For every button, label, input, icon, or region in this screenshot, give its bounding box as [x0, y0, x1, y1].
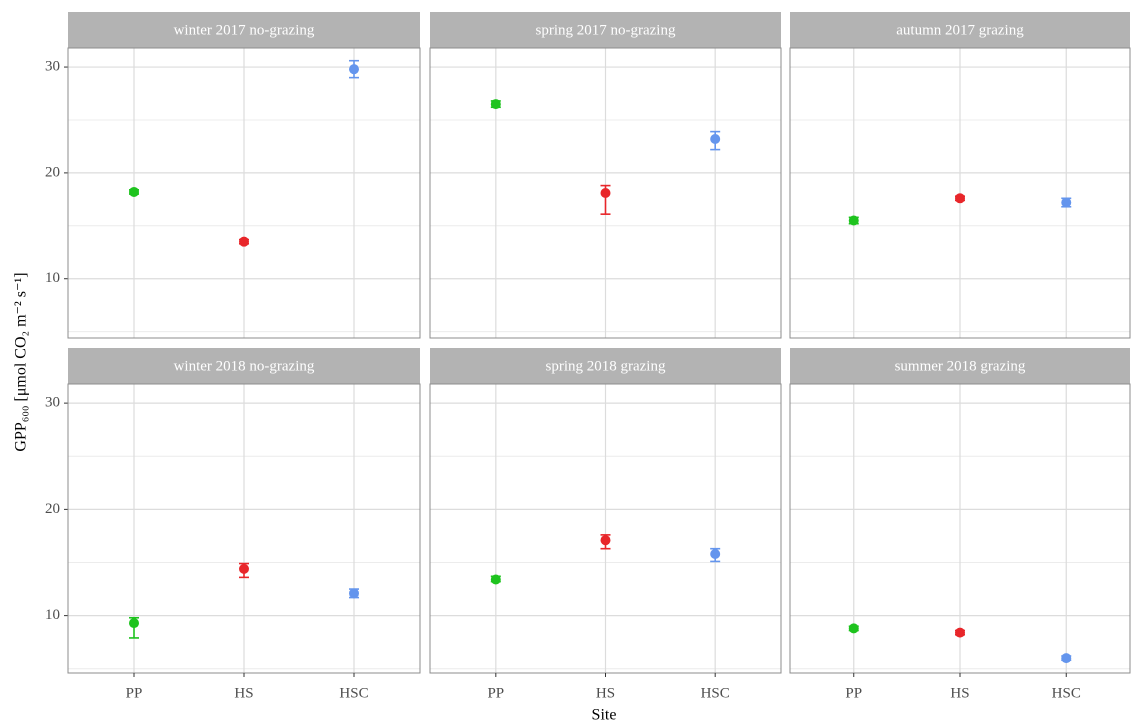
y-axis-title: GPP₆₀₀ [μmol CO₂ m⁻² s⁻¹]: [13, 272, 30, 451]
strip: [430, 348, 781, 384]
point: [349, 588, 359, 599]
point: [129, 186, 139, 197]
x-tick-label: HS: [596, 685, 615, 701]
point: [490, 574, 501, 585]
strip-title: spring 2018 grazing: [546, 358, 666, 374]
y-tick-label: 10: [45, 607, 60, 623]
y-tick-label: 10: [45, 270, 60, 286]
x-tick-label: PP: [487, 685, 504, 701]
point: [710, 549, 721, 559]
y-tick-label: 30: [45, 58, 60, 74]
strip-title: summer 2018 grazing: [895, 358, 1026, 374]
strip: [68, 12, 420, 48]
point: [848, 215, 859, 226]
panel-border: [789, 47, 1131, 339]
panel-border: [429, 47, 782, 339]
strip-title: winter 2018 no-grazing: [174, 358, 315, 374]
point: [955, 627, 965, 638]
strip: [790, 12, 1130, 48]
x-tick-label: HS: [950, 685, 969, 701]
strip-title: winter 2017 no-grazing: [174, 22, 315, 38]
strip: [430, 12, 781, 48]
point: [490, 99, 501, 110]
x-tick-label: HSC: [1052, 685, 1081, 701]
x-tick-label: HS: [234, 685, 253, 701]
y-tick-label: 20: [45, 164, 60, 180]
strip: [790, 348, 1130, 384]
y-tick-label: 20: [45, 501, 60, 517]
strip: [68, 348, 420, 384]
x-tick-label: HSC: [339, 685, 368, 701]
panel-border: [67, 47, 421, 339]
point: [955, 193, 965, 204]
point: [129, 618, 139, 629]
x-tick-label: PP: [845, 685, 862, 701]
point: [600, 188, 611, 198]
x-axis-title: Site: [592, 707, 617, 724]
x-tick-label: HSC: [701, 685, 730, 701]
point: [1061, 197, 1072, 208]
point: [710, 134, 721, 145]
y-tick-label: 30: [45, 395, 60, 411]
strip-title: autumn 2017 grazing: [896, 22, 1024, 38]
point: [1061, 653, 1072, 664]
point: [239, 236, 249, 247]
point: [239, 563, 249, 574]
point: [349, 64, 359, 75]
x-tick-label: PP: [126, 685, 143, 701]
point: [848, 623, 859, 634]
point: [600, 535, 611, 546]
strip-title: spring 2017 no-grazing: [536, 22, 676, 38]
